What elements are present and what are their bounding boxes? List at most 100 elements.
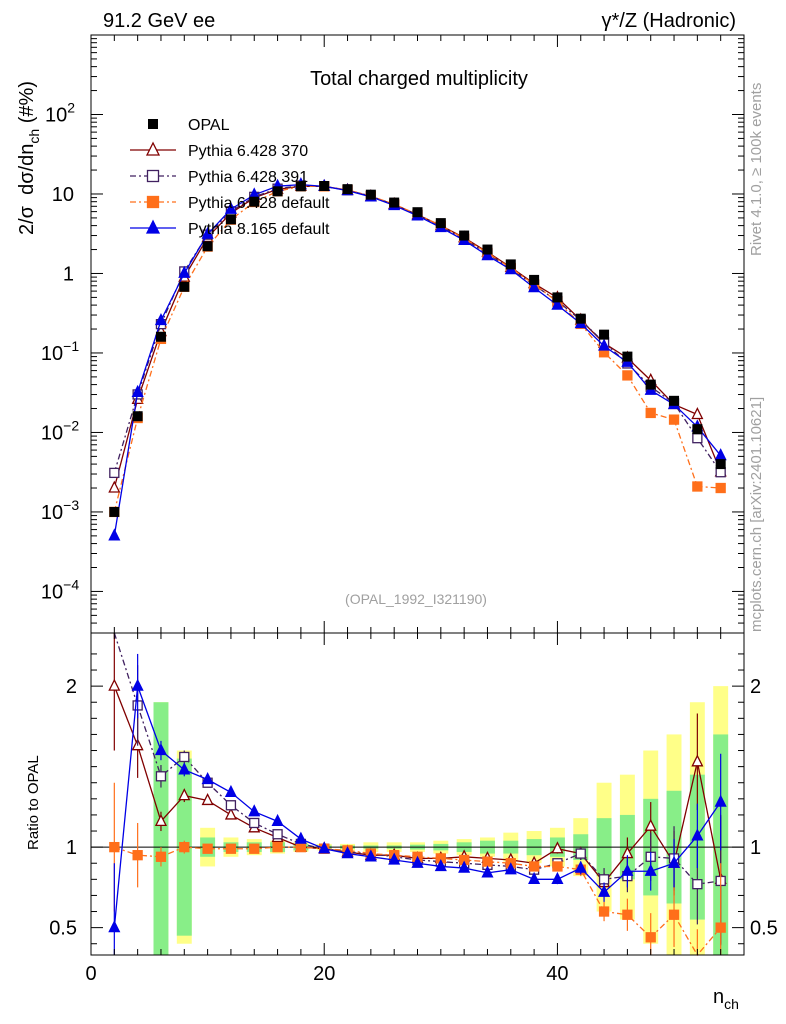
marker-point — [109, 841, 120, 853]
marker-point — [154, 813, 168, 827]
marker-point — [178, 788, 191, 801]
marker-point — [551, 871, 564, 884]
legend-item: Pythia 6.428 391 — [130, 169, 308, 186]
data-point — [459, 230, 470, 241]
marker-point — [225, 800, 237, 811]
marker-point — [388, 852, 401, 865]
data-point — [155, 331, 166, 342]
ratio-y-tick-label: 0.5 — [49, 918, 77, 940]
marker-point — [692, 879, 703, 890]
legend-item: Pythia 6.428 default — [130, 195, 330, 212]
y-axis-label: 2/σ dσ/dnch (#%) — [16, 81, 42, 235]
marker-point — [318, 841, 331, 854]
marker-point — [146, 195, 160, 209]
marker-point — [528, 280, 541, 293]
data-point — [482, 244, 493, 255]
data-point — [599, 329, 610, 340]
marker-point — [131, 384, 144, 397]
marker-point — [551, 297, 564, 310]
marker-point — [178, 762, 191, 775]
data-point — [272, 186, 283, 197]
data-point — [645, 379, 656, 390]
marker-point — [154, 743, 168, 756]
data-point — [179, 281, 190, 292]
y-tick-label: 10−1 — [41, 338, 79, 365]
series-line-ratio — [113, 632, 721, 885]
marker-point — [201, 792, 214, 806]
data-point — [109, 506, 120, 517]
marker-point — [179, 751, 190, 763]
marker-point — [644, 863, 657, 876]
legend-label: OPAL — [188, 117, 230, 134]
y-tick-label: 10−4 — [41, 576, 79, 603]
y-tick-label: 10 — [52, 184, 74, 206]
marker-point — [295, 841, 307, 853]
marker-point — [131, 678, 144, 691]
data-point — [669, 395, 680, 406]
legend-label: Pythia 6.428 370 — [188, 143, 308, 160]
marker-point — [598, 874, 610, 885]
marker-point — [202, 843, 213, 854]
marker-point — [528, 871, 541, 884]
marker-point — [272, 841, 283, 853]
marker-point — [481, 248, 494, 261]
marker-point — [691, 828, 704, 841]
marker-point — [551, 841, 564, 854]
marker-point — [178, 265, 191, 278]
marker-point — [668, 414, 680, 425]
y-tick-label: 10−2 — [41, 417, 79, 444]
marker-point — [668, 909, 680, 920]
marker-point — [224, 784, 237, 798]
ratio-y-tick-label-right: 2 — [750, 676, 761, 698]
marker-point — [622, 370, 633, 381]
marker-point — [714, 794, 727, 807]
marker-point — [109, 467, 120, 479]
series-line-ratio — [114, 846, 722, 957]
marker-point — [145, 141, 161, 156]
marker-point — [552, 861, 563, 872]
marker-point — [155, 851, 167, 862]
marker-point — [598, 906, 610, 917]
data-point — [389, 197, 400, 208]
marker-point — [692, 433, 703, 444]
legend: OPAL Pythia 6.428 370 Pythia 6.428 391 Pyth… — [130, 117, 330, 238]
marker-point — [645, 932, 656, 943]
analysis-id: (OPAL_1992_I321190) — [345, 591, 487, 607]
data-point — [148, 119, 158, 129]
marker-point — [482, 856, 493, 867]
marker-point — [225, 843, 237, 854]
data-point — [412, 207, 423, 218]
marker-point — [364, 849, 377, 862]
legend-label: Pythia 6.428 391 — [188, 169, 308, 186]
marker-point — [504, 862, 517, 875]
y-tick-label: 10−3 — [41, 497, 79, 524]
x-tick-label: 40 — [546, 963, 568, 985]
data-point — [552, 292, 563, 303]
marker-point — [574, 860, 587, 873]
marker-point — [644, 818, 657, 831]
marker-point — [249, 817, 260, 829]
data-point — [529, 274, 540, 285]
marker-point — [528, 861, 540, 872]
marker-point — [691, 407, 704, 420]
x-axis-label: nch — [713, 986, 739, 1012]
header-right: γ*/Z (Hadronic) — [602, 10, 736, 32]
marker-point — [622, 909, 633, 920]
marker-point — [108, 528, 121, 541]
series-line-main — [113, 184, 722, 474]
marker-point — [179, 841, 190, 853]
x-tick-label: 0 — [85, 963, 96, 985]
marker-point — [575, 848, 586, 859]
marker-point — [155, 771, 167, 782]
marker-point — [201, 772, 214, 785]
marker-point — [108, 920, 121, 933]
marker-point — [458, 860, 471, 873]
data-point — [715, 459, 726, 470]
data-point — [295, 181, 306, 192]
series-data — [109, 181, 726, 517]
data-point — [692, 424, 703, 435]
marker-point — [341, 846, 354, 859]
data-point — [202, 241, 213, 252]
data-point — [319, 181, 330, 192]
